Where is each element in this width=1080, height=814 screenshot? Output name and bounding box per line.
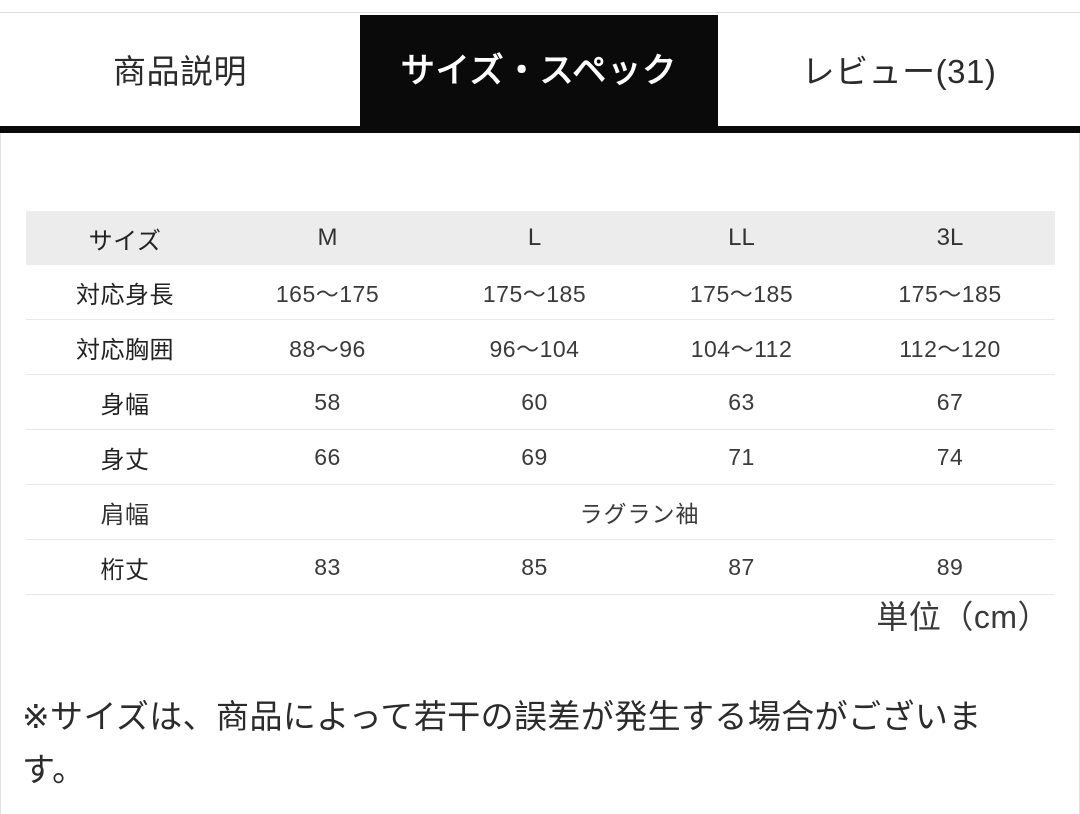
cell-yukitake-m: 83 (314, 553, 341, 580)
cell-mitake-l: 69 (521, 443, 548, 470)
table-row: 桁丈 83 85 87 89 (26, 540, 1055, 595)
size-table-body: 対応身長 165〜175 175〜185 175〜185 175〜185 対応胸… (26, 265, 1055, 595)
tab-review-label: レビュー(31) (801, 52, 997, 90)
cell-taio-shincho-m: 165〜175 (275, 281, 380, 307)
cell-mitake-3l: 74 (936, 443, 964, 470)
tab-product-description[interactable]: 商品説明 (0, 15, 360, 127)
column-header-3l: 3L (936, 224, 964, 251)
cell-taio-shincho-ll: 175〜185 (689, 281, 794, 307)
cell-mihaba-ll: 63 (728, 388, 755, 415)
tab-size-spec[interactable]: サイズ・スペック (360, 15, 718, 127)
row-label-yukitake: 桁丈 (100, 556, 150, 584)
table-row: 肩幅 ラグラン袖 (26, 485, 1055, 540)
size-disclaimer-note: ※サイズは、商品によって若干の誤差が発生する場合がございます。 (22, 698, 982, 789)
tab-strip-underline (0, 126, 1080, 133)
cell-mihaba-l: 60 (521, 388, 548, 415)
cell-mitake-ll: 71 (728, 443, 755, 470)
column-header-size-label: サイズ (88, 227, 162, 255)
cell-yukitake-l: 85 (521, 553, 548, 580)
table-row: 対応胸囲 88〜96 96〜104 104〜112 112〜120 (26, 320, 1055, 375)
tab-size-spec-label: サイズ・スペック (400, 52, 678, 90)
page-left-border (0, 12, 1, 814)
row-label-taio-kyoi: 対応胸囲 (76, 336, 174, 364)
size-table-header: サイズ M L LL 3L (26, 211, 1055, 265)
cell-taio-shincho-3l: 175〜185 (898, 281, 1002, 307)
row-label-katahaba: 肩幅 (100, 501, 150, 529)
cell-yukitake-ll: 87 (728, 553, 755, 580)
table-row: 対応身長 165〜175 175〜185 175〜185 175〜185 (26, 265, 1055, 320)
cell-taio-kyoi-m: 88〜96 (289, 336, 366, 362)
table-row: 身丈 66 69 71 74 (26, 430, 1055, 485)
cell-taio-shincho-l: 175〜185 (482, 281, 587, 307)
cell-taio-kyoi-l: 96〜104 (489, 336, 580, 362)
size-spec-table: サイズ M L LL 3L 対応身長 165〜175 175〜185 175〜1… (26, 211, 1055, 595)
row-label-mitake: 身丈 (100, 446, 150, 474)
cell-mitake-m: 66 (314, 443, 341, 470)
column-header-ll: LL (728, 224, 755, 251)
unit-caption: 単位（cm） (876, 599, 1050, 635)
cell-yukitake-3l: 89 (936, 553, 964, 580)
row-label-mihaba: 身幅 (100, 391, 150, 419)
tab-product-description-label: 商品説明 (113, 52, 247, 90)
cell-mihaba-3l: 67 (936, 388, 964, 415)
tab-review[interactable]: レビュー(31) (718, 15, 1080, 127)
column-header-m: M (317, 224, 338, 251)
cell-katahaba-merged: ラグラン袖 (579, 501, 700, 527)
row-label-taio-shincho: 対応身長 (76, 281, 174, 309)
table-header-row: サイズ M L LL 3L (26, 211, 1055, 265)
column-header-l: L (527, 224, 542, 251)
table-row: 身幅 58 60 63 67 (26, 375, 1055, 430)
cell-taio-kyoi-ll: 104〜112 (690, 336, 793, 362)
cell-taio-kyoi-3l: 112〜120 (899, 336, 1001, 362)
cell-mihaba-m: 58 (314, 388, 341, 415)
product-tab-strip: 商品説明 サイズ・スペック レビュー(31) (0, 12, 1080, 127)
